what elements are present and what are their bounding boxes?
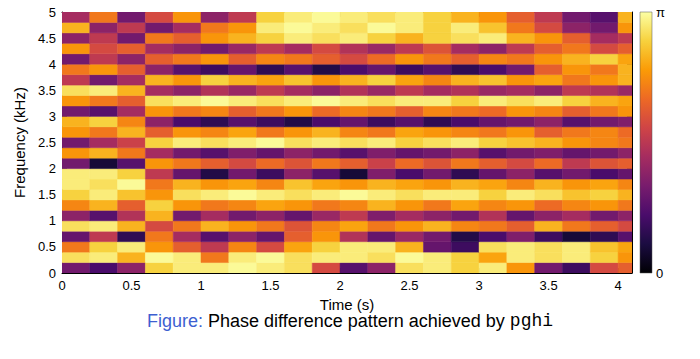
svg-text:3.5: 3.5 [38, 83, 56, 98]
svg-text:Phase difference pattern achie: Phase difference pattern achieved by [208, 311, 505, 331]
svg-text:5: 5 [49, 5, 56, 20]
svg-text:Frequency (kHz): Frequency (kHz) [11, 87, 28, 198]
svg-text:3: 3 [49, 109, 56, 124]
svg-text:2: 2 [336, 278, 343, 293]
svg-text:0: 0 [656, 266, 663, 281]
svg-text:1: 1 [197, 278, 204, 293]
svg-text:1.5: 1.5 [38, 187, 56, 202]
svg-text:3: 3 [475, 278, 482, 293]
svg-text:1.5: 1.5 [261, 278, 279, 293]
svg-text:4: 4 [49, 57, 56, 72]
svg-text:2.5: 2.5 [38, 135, 56, 150]
svg-text:π: π [656, 5, 665, 20]
svg-text:0: 0 [49, 266, 56, 281]
svg-text:3.5: 3.5 [540, 278, 558, 293]
svg-text:4.5: 4.5 [38, 31, 56, 46]
svg-text:0.5: 0.5 [38, 239, 56, 254]
svg-text:Time (s): Time (s) [319, 295, 375, 313]
svg-text:0.5: 0.5 [122, 278, 140, 293]
svg-text:pghi: pghi [510, 311, 553, 331]
svg-text:Figure:: Figure: [147, 311, 203, 331]
svg-text:4: 4 [614, 278, 621, 293]
svg-text:0: 0 [58, 278, 65, 293]
svg-text:2.5: 2.5 [401, 278, 419, 293]
svg-text:1: 1 [49, 213, 56, 228]
svg-text:2: 2 [49, 161, 56, 176]
